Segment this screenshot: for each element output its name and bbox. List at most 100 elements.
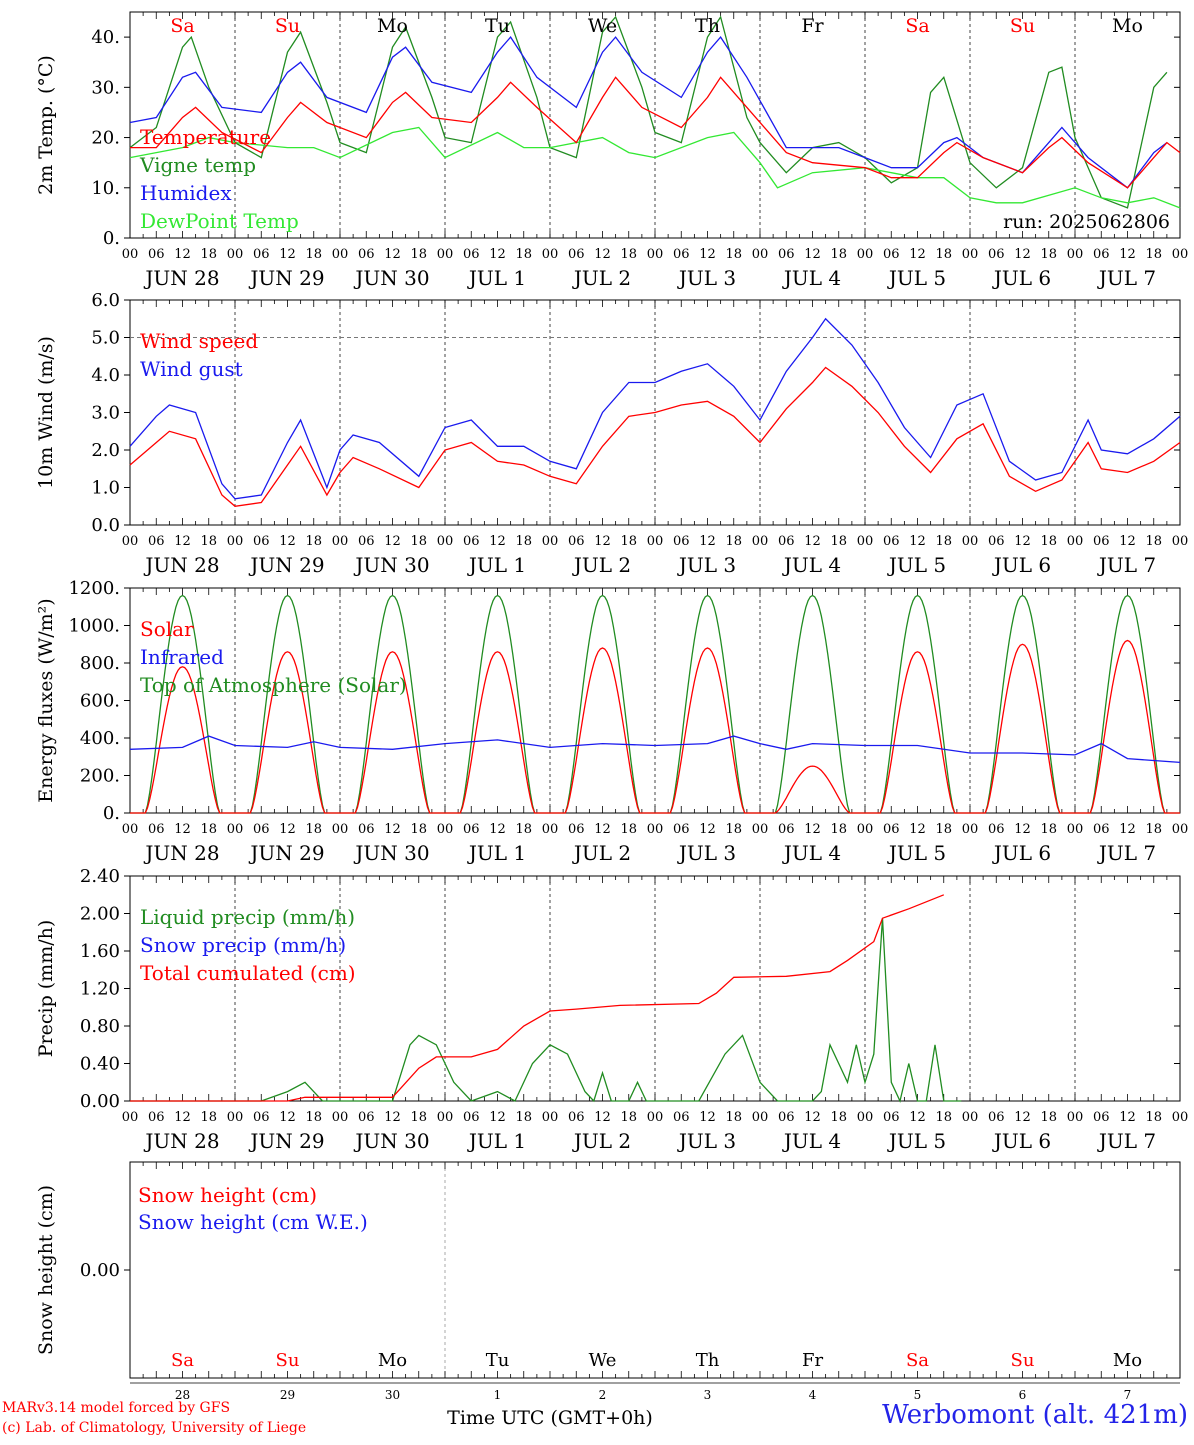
x-hour-label: 18: [410, 1110, 427, 1125]
x-hour-label: 06: [673, 247, 690, 262]
x-hour-label: 12: [594, 822, 611, 837]
x-hour-label: 00: [1172, 534, 1189, 549]
x-hour-label: 06: [148, 1110, 165, 1125]
weekday-label: Fr: [802, 1350, 823, 1371]
weekday-label: Su: [1010, 15, 1035, 37]
x-hour-label: 12: [174, 247, 191, 262]
x-hour-label: 12: [1014, 534, 1031, 549]
panel-4: 0.00 0.40 0.80 1.20 1.60 2.00 2.40 Precip (mm/h…: [35, 866, 1188, 1153]
weekday-label: Mo: [1113, 1350, 1142, 1371]
x-date-label: JUL 3: [677, 1129, 736, 1153]
x-hour-label: 12: [804, 1110, 821, 1125]
x-hour-label: 18: [305, 822, 322, 837]
series-line-temperature: [130, 76, 1181, 189]
x-hour-label: 00: [122, 1110, 139, 1125]
x-hour-label: 12: [1119, 822, 1136, 837]
day-number-label: 30: [385, 1388, 400, 1402]
x-hour-label: 12: [279, 822, 296, 837]
x-hour-label: 18: [410, 247, 427, 262]
legend-entry: Solar: [140, 617, 194, 641]
day-number-label: 5: [914, 1388, 922, 1402]
x-hour-label: 00: [332, 534, 349, 549]
x-hour-label: 06: [988, 534, 1005, 549]
x-hour-label: 12: [1014, 1110, 1031, 1125]
y-axis-label: Snow height (cm): [35, 1185, 57, 1355]
y-tick-label: 0.80: [80, 1016, 120, 1037]
x-hour-label: 12: [1119, 534, 1136, 549]
x-hour-label: 18: [515, 247, 532, 262]
series-line-solar: [130, 639, 1180, 814]
y-tick-label: 6.0: [91, 290, 120, 311]
x-hour-label: 06: [358, 247, 375, 262]
x-hour-label: 00: [647, 822, 664, 837]
x-hour-label: 18: [830, 247, 847, 262]
x-hour-label: 00: [1172, 247, 1189, 262]
x-hour-label: 12: [909, 1110, 926, 1125]
x-hour-label: 06: [883, 247, 900, 262]
x-date-label: JUL 1: [467, 553, 526, 577]
x-hour-label: 06: [988, 247, 1005, 262]
x-hour-label: 18: [1145, 534, 1162, 549]
x-hour-label: 00: [857, 1110, 874, 1125]
x-date-label: JUN 30: [353, 841, 429, 865]
x-hour-label: 00: [962, 822, 979, 837]
x-hour-label: 12: [804, 822, 821, 837]
x-hour-label: 12: [384, 247, 401, 262]
x-hour-label: 18: [725, 534, 742, 549]
x-hour-label: 12: [1014, 822, 1031, 837]
x-date-label: JUN 28: [143, 553, 219, 577]
x-hour-label: 12: [1119, 1110, 1136, 1125]
x-hour-label: 00: [1067, 247, 1084, 262]
x-hour-label: 06: [463, 247, 480, 262]
day-number-label: 4: [809, 1388, 817, 1402]
x-date-label: JUL 6: [992, 1129, 1051, 1153]
x-date-label: JUL 2: [572, 266, 631, 290]
x-hour-label: 06: [463, 822, 480, 837]
x-hour-label: 00: [752, 822, 769, 837]
y-tick-label: 10.: [91, 178, 120, 199]
x-date-label: JUL 2: [572, 841, 631, 865]
x-hour-label: 06: [1093, 534, 1110, 549]
x-hour-label: 06: [1093, 247, 1110, 262]
x-hour-label: 12: [699, 1110, 716, 1125]
x-hour-label: 00: [227, 534, 244, 549]
x-hour-label: 12: [174, 534, 191, 549]
x-date-label: JUL 3: [677, 553, 736, 577]
x-hour-label: 00: [437, 1110, 454, 1125]
x-hour-label: 18: [935, 534, 952, 549]
x-hour-label: 00: [1172, 1110, 1189, 1125]
x-hour-label: 00: [332, 822, 349, 837]
x-hour-label: 06: [568, 534, 585, 549]
x-hour-label: 18: [935, 247, 952, 262]
x-date-label: JUN 29: [248, 266, 324, 290]
x-hour-label: 12: [909, 247, 926, 262]
x-date-label: JUL 6: [992, 266, 1051, 290]
x-hour-label: 12: [489, 1110, 506, 1125]
x-date-label: JUL 2: [572, 553, 631, 577]
x-hour-label: 00: [542, 534, 559, 549]
x-hour-label: 18: [935, 822, 952, 837]
x-date-label: JUN 28: [143, 841, 219, 865]
x-hour-label: 18: [1040, 822, 1057, 837]
x-hour-label: 00: [857, 822, 874, 837]
x-hour-label: 12: [804, 247, 821, 262]
x-date-label: JUL 1: [467, 1129, 526, 1153]
x-hour-label: 18: [200, 247, 217, 262]
series-line-liquid-precip-mm-h-: [130, 918, 962, 1103]
x-hour-label: 06: [673, 822, 690, 837]
x-axis-label: Time UTC (GMT+0h): [447, 1407, 653, 1429]
x-hour-label: 00: [1067, 822, 1084, 837]
y-tick-label: 30.: [91, 77, 120, 98]
y-tick-label: 600.: [80, 691, 120, 712]
x-hour-label: 00: [227, 822, 244, 837]
x-date-label: JUN 30: [353, 1129, 429, 1153]
x-hour-label: 06: [778, 822, 795, 837]
x-hour-label: 06: [253, 534, 270, 549]
x-date-label: JUL 6: [992, 553, 1051, 577]
x-hour-label: 18: [1145, 247, 1162, 262]
x-hour-label: 12: [909, 822, 926, 837]
x-date-label: JUN 28: [143, 266, 219, 290]
y-tick-label: 0.00: [80, 1091, 120, 1112]
x-date-label: JUN 29: [248, 553, 324, 577]
